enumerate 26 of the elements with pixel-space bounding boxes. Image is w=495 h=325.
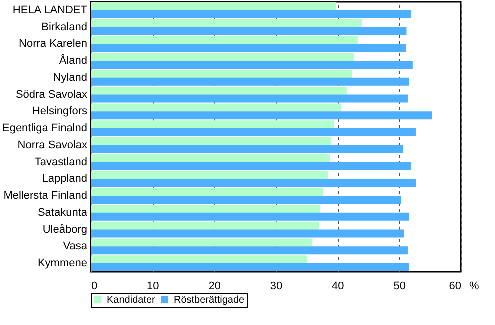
y-tick-label: HELA LANDET bbox=[12, 4, 88, 16]
x-tick-label: 50 bbox=[394, 280, 406, 292]
y-tick-label: Norra Savolax bbox=[18, 139, 88, 152]
y-tick-label: Birkaland bbox=[42, 21, 88, 34]
x-axis-title: % bbox=[470, 280, 480, 292]
y-tick-label: Helsingfors bbox=[32, 106, 88, 118]
legend-label: Röstberättigade bbox=[174, 295, 246, 306]
y-tick-label: Nyland bbox=[53, 72, 88, 84]
y-tick-label: Tavastland bbox=[34, 156, 88, 168]
y-tick-label: Egentliga Finalnd bbox=[2, 122, 88, 135]
y-tick-label: Södra Savolax bbox=[16, 88, 88, 101]
y-tick-label: Satakunta bbox=[38, 206, 88, 219]
x-tick-label: 60 bbox=[449, 280, 462, 292]
x-tick-label: 20 bbox=[208, 280, 221, 292]
x-tick-label: 40 bbox=[332, 280, 344, 292]
y-tick-label: Uleåborg bbox=[42, 224, 88, 236]
y-tick-label: Åland bbox=[59, 54, 88, 68]
y-tick-label: Mellersta Finland bbox=[4, 190, 88, 202]
y-tick-label: Norra Karelen bbox=[19, 38, 88, 50]
x-tick-label: 30 bbox=[270, 280, 283, 292]
y-tick-label: Vasa bbox=[63, 240, 88, 253]
x-tick-label: 0 bbox=[92, 280, 98, 292]
y-tick-label: Lappland bbox=[42, 173, 88, 186]
y-tick-label: Kymmene bbox=[38, 258, 88, 270]
legend-label: Kandidater bbox=[107, 295, 156, 306]
x-tick-label: 10 bbox=[147, 280, 160, 292]
